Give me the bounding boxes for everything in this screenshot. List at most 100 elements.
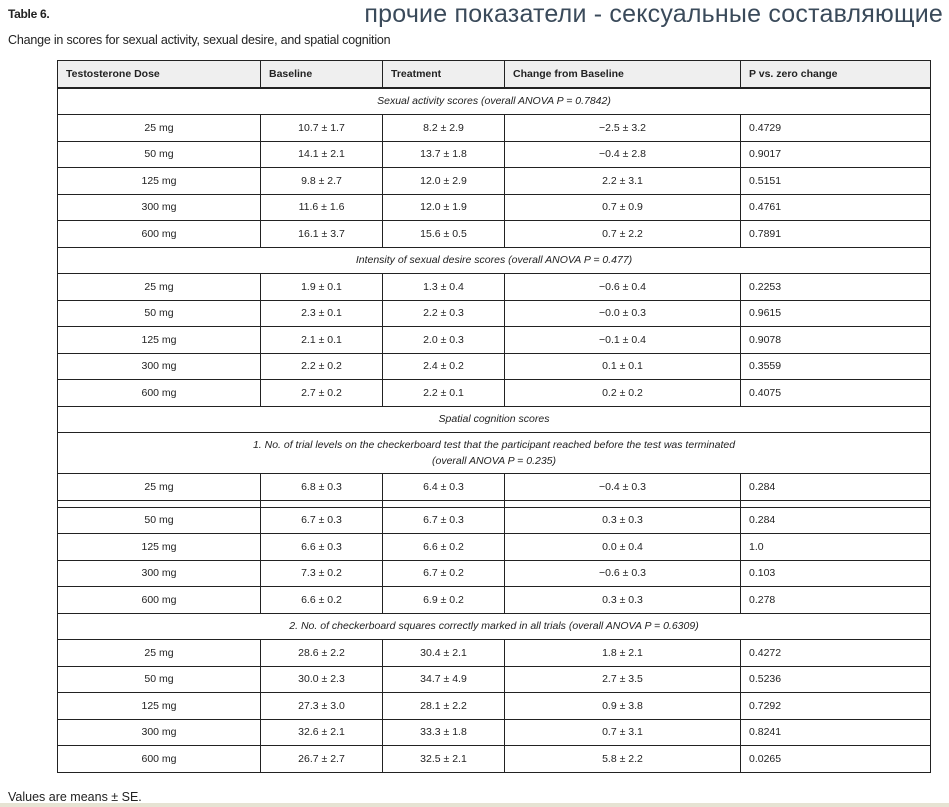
change-cell: −0.4 ± 0.3 [504, 473, 741, 501]
table-row: 50 mg 6.7 ± 0.3 6.7 ± 0.3 0.3 ± 0.3 0.284 [57, 506, 931, 534]
treatment-cell: 2.2 ± 0.1 [382, 379, 505, 407]
p-value-cell: 0.9078 [740, 326, 931, 354]
treatment-cell: 12.0 ± 2.9 [382, 167, 505, 195]
empty-cell [740, 499, 931, 508]
section-header-row: Intensity of sexual desire scores (overa… [57, 246, 931, 274]
dose-cell: 25 mg [57, 639, 261, 667]
baseline-cell: 6.6 ± 0.2 [260, 586, 383, 614]
change-cell: 1.8 ± 2.1 [504, 639, 741, 667]
table-row: 300 mg 2.2 ± 0.2 2.4 ± 0.2 0.1 ± 0.1 0.3559 [57, 352, 931, 380]
baseline-cell: 26.7 ± 2.7 [260, 745, 383, 773]
change-cell: 2.2 ± 3.1 [504, 167, 741, 195]
p-value-cell: 0.8241 [740, 718, 931, 746]
section-title-text: 1. No. of trial levels on the checkerboa… [252, 439, 736, 451]
baseline-cell: 9.8 ± 2.7 [260, 167, 383, 195]
p-value-cell: 0.103 [740, 559, 931, 587]
baseline-cell: 30.0 ± 2.3 [260, 665, 383, 693]
section-title: 1. No. of trial levels on the checkerboa… [57, 432, 931, 474]
change-cell: 0.9 ± 3.8 [504, 692, 741, 720]
dose-cell: 125 mg [57, 167, 261, 195]
table-row: 125 mg 6.6 ± 0.3 6.6 ± 0.2 0.0 ± 0.4 1.0 [57, 533, 931, 561]
dose-cell: 600 mg [57, 379, 261, 407]
change-cell: −2.5 ± 3.2 [504, 114, 741, 142]
treatment-cell: 6.9 ± 0.2 [382, 586, 505, 614]
treatment-cell: 2.4 ± 0.2 [382, 352, 505, 380]
section-title-text: Sexual activity scores (overall ANOVA P … [377, 95, 611, 108]
p-value-cell: 0.4075 [740, 379, 931, 407]
table-row: 125 mg 27.3 ± 3.0 28.1 ± 2.2 0.9 ± 3.8 0.729… [57, 692, 931, 720]
change-cell: 0.7 ± 0.9 [504, 193, 741, 221]
section-title: Intensity of sexual desire scores (overa… [57, 246, 931, 274]
section-title: Sexual activity scores (overall ANOVA P … [57, 87, 931, 115]
table-row: 50 mg 14.1 ± 2.1 13.7 ± 1.8 −0.4 ± 2.8 0.901… [57, 140, 931, 168]
treatment-cell: 33.3 ± 1.8 [382, 718, 505, 746]
treatment-cell: 6.7 ± 0.3 [382, 506, 505, 534]
spacer-row [57, 499, 931, 508]
p-value-cell: 0.4729 [740, 114, 931, 142]
table-row: 300 mg 11.6 ± 1.6 12.0 ± 1.9 0.7 ± 0.9 0.476… [57, 193, 931, 221]
baseline-cell: 6.7 ± 0.3 [260, 506, 383, 534]
change-cell: −0.6 ± 0.3 [504, 559, 741, 587]
dose-cell: 25 mg [57, 473, 261, 501]
p-value-cell: 0.9017 [740, 140, 931, 168]
empty-cell [260, 499, 383, 508]
treatment-cell: 32.5 ± 2.1 [382, 745, 505, 773]
change-cell: −0.4 ± 2.8 [504, 140, 741, 168]
treatment-cell: 13.7 ± 1.8 [382, 140, 505, 168]
change-cell: 0.3 ± 0.3 [504, 506, 741, 534]
results-table: Testosterone Dose Baseline Treatment Cha… [57, 60, 931, 773]
table-row: 25 mg 6.8 ± 0.3 6.4 ± 0.3 −0.4 ± 0.3 0.284 [57, 473, 931, 501]
treatment-cell: 1.3 ± 0.4 [382, 273, 505, 301]
dose-cell: 125 mg [57, 326, 261, 354]
p-value-cell: 0.3559 [740, 352, 931, 380]
p-value-cell: 0.5236 [740, 665, 931, 693]
treatment-cell: 28.1 ± 2.2 [382, 692, 505, 720]
dose-cell: 25 mg [57, 114, 261, 142]
p-value-cell: 0.4761 [740, 193, 931, 221]
table-row: 25 mg 10.7 ± 1.7 8.2 ± 2.9 −2.5 ± 3.2 0.4729 [57, 114, 931, 142]
table-row: 600 mg 2.7 ± 0.2 2.2 ± 0.1 0.2 ± 0.2 0.4075 [57, 379, 931, 407]
section-title: 2. No. of checkerboard squares correctly… [57, 612, 931, 640]
header-row: Testosterone Dose Baseline Treatment Cha… [57, 60, 931, 89]
treatment-cell: 12.0 ± 1.9 [382, 193, 505, 221]
p-value-cell: 0.278 [740, 586, 931, 614]
baseline-cell: 2.2 ± 0.2 [260, 352, 383, 380]
dose-cell: 300 mg [57, 352, 261, 380]
treatment-cell: 8.2 ± 2.9 [382, 114, 505, 142]
dose-cell: 300 mg [57, 193, 261, 221]
baseline-cell: 11.6 ± 1.6 [260, 193, 383, 221]
change-cell: −0.6 ± 0.4 [504, 273, 741, 301]
divider [0, 803, 949, 807]
table-row: 600 mg 6.6 ± 0.2 6.9 ± 0.2 0.3 ± 0.3 0.278 [57, 586, 931, 614]
column-header-treatment: Treatment [382, 60, 505, 89]
p-value-cell: 0.284 [740, 506, 931, 534]
change-cell: 0.0 ± 0.4 [504, 533, 741, 561]
section-header-row: Spatial cognition scores [57, 405, 931, 433]
dose-cell: 25 mg [57, 273, 261, 301]
table-body: Sexual activity scores (overall ANOVA P … [57, 87, 931, 773]
section-header-row: 1. No. of trial levels on the checkerboa… [57, 432, 931, 474]
overlay-title: прочие показатели - сексуальные составля… [364, 0, 943, 28]
treatment-cell: 15.6 ± 0.5 [382, 220, 505, 248]
dose-cell: 50 mg [57, 299, 261, 327]
baseline-cell: 14.1 ± 2.1 [260, 140, 383, 168]
column-header-baseline: Baseline [260, 60, 383, 89]
section-header-row: Sexual activity scores (overall ANOVA P … [57, 87, 931, 115]
p-value-cell: 0.9615 [740, 299, 931, 327]
dose-cell: 50 mg [57, 506, 261, 534]
dose-cell: 600 mg [57, 745, 261, 773]
section-title: Spatial cognition scores [57, 405, 931, 433]
baseline-cell: 6.8 ± 0.3 [260, 473, 383, 501]
empty-cell [57, 499, 261, 508]
dose-cell: 600 mg [57, 220, 261, 248]
treatment-cell: 6.4 ± 0.3 [382, 473, 505, 501]
baseline-cell: 16.1 ± 3.7 [260, 220, 383, 248]
baseline-cell: 10.7 ± 1.7 [260, 114, 383, 142]
treatment-cell: 2.2 ± 0.3 [382, 299, 505, 327]
dose-cell: 50 mg [57, 665, 261, 693]
dose-cell: 50 mg [57, 140, 261, 168]
dose-cell: 600 mg [57, 586, 261, 614]
baseline-cell: 7.3 ± 0.2 [260, 559, 383, 587]
treatment-cell: 34.7 ± 4.9 [382, 665, 505, 693]
section-header-row: 2. No. of checkerboard squares correctly… [57, 612, 931, 640]
